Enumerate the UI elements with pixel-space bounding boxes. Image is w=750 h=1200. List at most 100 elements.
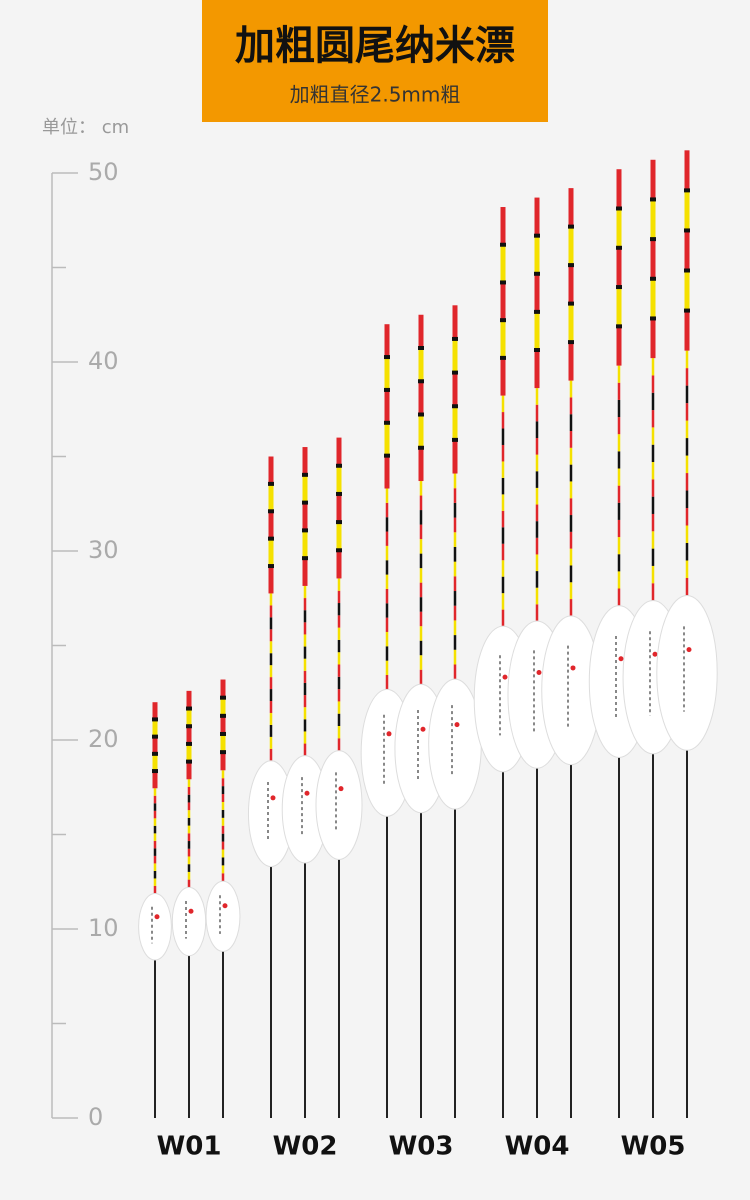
float-body <box>171 886 207 957</box>
unit-label: 单位： cm <box>42 117 129 138</box>
body-mark <box>304 790 310 796</box>
tip-ring <box>336 520 342 525</box>
float <box>656 150 718 1118</box>
tip-ring <box>268 481 274 486</box>
tip-ring <box>452 437 458 442</box>
tip-ring <box>186 741 192 746</box>
x-tick-label: W04 <box>505 1132 570 1162</box>
tip-ring <box>616 206 622 211</box>
float <box>205 679 241 1118</box>
x-tick-label: W05 <box>621 1132 686 1162</box>
tip-ring <box>534 271 540 276</box>
tip-ring <box>418 445 424 450</box>
tip-ring <box>302 556 308 561</box>
float <box>138 702 172 1118</box>
tip-ring <box>186 759 192 764</box>
body-mark <box>502 674 508 680</box>
tip-ring <box>152 734 158 739</box>
body-mark <box>570 665 576 671</box>
tip-ring <box>534 309 540 314</box>
float-body <box>138 892 172 961</box>
tip-ring <box>684 228 690 233</box>
body-mark <box>154 914 160 920</box>
tip-ring <box>568 224 574 229</box>
chart-title: 加粗圆尾纳米漂 <box>235 23 515 69</box>
float-body <box>428 678 482 810</box>
tip-ring <box>336 548 342 553</box>
tip-ring <box>186 724 192 729</box>
float <box>541 188 601 1118</box>
tip-ring <box>302 500 308 505</box>
y-tick-label: 20 <box>88 725 119 753</box>
body-mark <box>222 903 228 909</box>
float <box>281 447 329 1118</box>
body-mark <box>420 726 426 732</box>
tip-ring <box>616 245 622 250</box>
float <box>315 437 363 1118</box>
x-tick-label: W03 <box>389 1132 454 1162</box>
body-mark <box>270 795 276 801</box>
tip-ring <box>418 412 424 417</box>
tip-ring <box>384 453 390 458</box>
tip-ring <box>384 387 390 392</box>
float-body <box>205 880 241 952</box>
tip-ring <box>500 280 506 285</box>
body-mark <box>686 647 692 653</box>
tip-ring <box>684 188 690 193</box>
y-tick-label: 0 <box>88 1103 103 1131</box>
tip-ring <box>336 463 342 468</box>
tip-ring <box>616 285 622 290</box>
tip-ring <box>152 769 158 774</box>
body-mark <box>618 656 624 662</box>
float <box>247 456 295 1118</box>
x-tick-label: W02 <box>273 1132 338 1162</box>
tip-ring <box>616 324 622 329</box>
float-body <box>656 594 718 751</box>
y-tick-label: 40 <box>88 347 119 375</box>
tip-ring <box>336 491 342 496</box>
y-tick-label: 50 <box>88 158 119 186</box>
tip-ring <box>220 731 226 736</box>
tip-ring <box>384 420 390 425</box>
tip-ring <box>650 197 656 202</box>
tip-ring <box>186 706 192 711</box>
tip-ring <box>684 268 690 273</box>
tip-ring <box>152 717 158 722</box>
tip-ring <box>568 340 574 345</box>
tip-ring <box>500 355 506 360</box>
tip-ring <box>452 370 458 375</box>
body-mark <box>338 786 344 792</box>
body-mark <box>454 722 460 728</box>
tip-ring <box>534 233 540 238</box>
tip-ring <box>152 751 158 756</box>
tip-ring <box>268 536 274 541</box>
tip-ring <box>384 355 390 360</box>
tip-ring <box>220 695 226 700</box>
tip-ring <box>302 528 308 533</box>
y-tick-label: 10 <box>88 914 119 942</box>
y-tick-label: 30 <box>88 536 119 564</box>
tip-ring <box>268 564 274 569</box>
tip-ring <box>302 472 308 477</box>
tip-ring <box>684 308 690 313</box>
body-mark <box>188 908 194 914</box>
tip-ring <box>418 379 424 384</box>
tip-ring <box>500 242 506 247</box>
tip-ring <box>650 237 656 242</box>
float <box>171 690 207 1118</box>
tip-ring <box>650 276 656 281</box>
tip-ring <box>220 750 226 755</box>
tip-ring <box>568 301 574 306</box>
tip-ring <box>500 318 506 323</box>
tip-ring <box>534 347 540 352</box>
body-mark <box>386 731 392 737</box>
body-mark <box>536 670 542 676</box>
chart-subtitle: 加粗直径2.5mm粗 <box>290 83 461 107</box>
header-box <box>202 0 548 122</box>
tip-ring <box>452 336 458 341</box>
tip-ring <box>268 509 274 514</box>
float-body <box>315 750 363 860</box>
tip-ring <box>418 346 424 351</box>
body-mark <box>652 651 658 657</box>
